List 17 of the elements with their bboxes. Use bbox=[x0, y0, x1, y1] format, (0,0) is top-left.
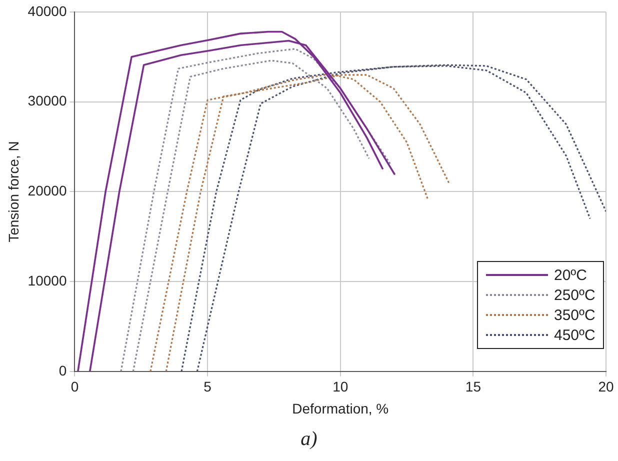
y-tick-label: 30000 bbox=[28, 92, 67, 109]
y-tick-label: 20000 bbox=[28, 182, 67, 199]
x-tick-label: 15 bbox=[465, 378, 482, 395]
y-axis-title: Tension force, N bbox=[5, 141, 22, 242]
x-axis-title: Deformation, % bbox=[292, 400, 389, 416]
text: a) bbox=[300, 428, 318, 451]
x-tick-label: 5 bbox=[204, 378, 212, 395]
legend-label: 450ºC bbox=[554, 326, 596, 344]
legend-label: 20ºC bbox=[554, 266, 587, 284]
legend-label: 350ºC bbox=[554, 306, 596, 324]
legend-label: 250ºC bbox=[554, 286, 596, 304]
x-tick-label: 10 bbox=[332, 378, 348, 395]
x-tick-label: 20 bbox=[598, 378, 614, 395]
y-tick-label: 10000 bbox=[28, 272, 67, 288]
y-tick-label: 0 bbox=[58, 362, 67, 378]
x-tick-label: 0 bbox=[70, 378, 79, 395]
y-tick-label: 40000 bbox=[28, 2, 67, 19]
